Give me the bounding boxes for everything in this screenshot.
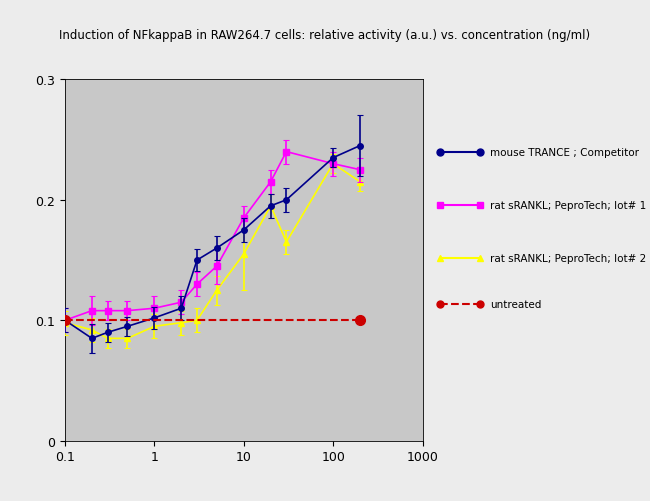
Text: rat sRANKL; PeproTech; lot# 2: rat sRANKL; PeproTech; lot# 2 xyxy=(490,254,646,264)
Line: untreated: untreated xyxy=(60,316,365,326)
untreated xyxy=(356,318,364,324)
Text: Induction of NFkappaB in RAW264.7 cells: relative activity (a.u.) vs. concentrat: Induction of NFkappaB in RAW264.7 cells:… xyxy=(59,29,591,42)
untreated xyxy=(61,318,69,324)
Text: rat sRANKL; PeproTech; lot# 1: rat sRANKL; PeproTech; lot# 1 xyxy=(490,201,646,211)
Text: mouse TRANCE ; Competitor: mouse TRANCE ; Competitor xyxy=(490,148,639,158)
Text: untreated: untreated xyxy=(490,300,541,310)
